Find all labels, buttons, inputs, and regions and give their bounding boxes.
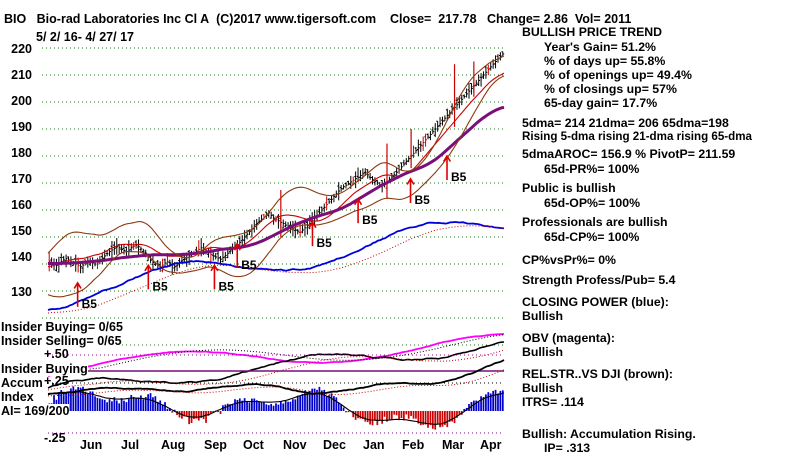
info-itrs: ITRS= .114 — [522, 395, 584, 409]
x-tick-nov: Nov — [283, 438, 307, 452]
x-tick-jun: Jun — [80, 438, 103, 452]
close-value: 217.78 — [438, 12, 477, 26]
x-tick-mar: Mar — [442, 438, 465, 452]
info-pct-closings-up: % of closings up= 57% — [544, 82, 677, 96]
volume-label: Vol= — [574, 12, 601, 26]
close-label: Close= — [390, 12, 432, 26]
y-tick-170: 170 — [11, 172, 32, 186]
info-relstr-value: Bullish — [522, 381, 563, 395]
info-aroc-pivot: 5dmaAROC= 156.9 % PivotP= 211.59 — [522, 147, 736, 161]
analysis-info-panel: BULLISH PRICE TREND Year's Gain= 51.2% %… — [522, 25, 800, 455]
y-tick-210: 210 — [11, 68, 32, 82]
svg-text:B5: B5 — [218, 279, 234, 293]
b5-buy-signal: B5 — [406, 177, 431, 207]
info-dma-values: 5dma= 214 21dma= 206 65dma=198 — [522, 116, 729, 130]
info-pct-openings-up: % of openings up= 49.4% — [544, 68, 692, 82]
svg-text:B5: B5 — [316, 236, 332, 250]
insider-selling-label: Insider Selling= 0/65 — [1, 334, 122, 348]
svg-text:B5: B5 — [362, 213, 378, 227]
y-tick-150: 150 — [11, 224, 32, 238]
x-tick-dec: Dec — [323, 438, 346, 452]
company-name: Bio-rad Laboratories Inc Cl A — [36, 12, 210, 26]
ai-reading: AI= 169/200 — [1, 404, 70, 418]
b5-buy-signal: B5 — [233, 242, 257, 272]
chart-header-line-1: BIO Bio-rad Laboratories Inc Cl A (C)201… — [4, 12, 631, 26]
info-closing-power-title: CLOSING POWER (blue): — [522, 295, 669, 309]
info-pro-sentiment: Professionals are bullish — [522, 215, 668, 229]
svg-text:B5: B5 — [152, 279, 168, 293]
plus-25-label: +.25 — [44, 374, 69, 388]
y-tick-160: 160 — [11, 198, 32, 212]
change-value: 2.86 — [543, 12, 568, 26]
x-tick-jul: Jul — [121, 438, 140, 452]
info-trend-title: BULLISH PRICE TREND — [522, 25, 663, 39]
b5-buy-signal: B5 — [144, 263, 168, 293]
svg-text:B5: B5 — [451, 170, 467, 184]
info-obv-title: OBV (magenta): — [522, 331, 615, 345]
x-tick-jan: Jan — [363, 438, 385, 452]
date-range: 5/ 2/ 16- 4/ 27/ 17 — [36, 30, 134, 44]
info-65d-op: 65d-OP%= 100% — [544, 196, 641, 210]
info-pct-days-up: % of days up= 55.8% — [544, 54, 666, 68]
y-tick-190: 190 — [11, 120, 32, 134]
minus-25-label: -.25 — [44, 431, 66, 445]
chart-canvas: B5 B5 B5 B5 B5 B5 B5 B5 — [42, 47, 505, 434]
b5-buy-signal: B5 — [442, 154, 467, 184]
info-rising-dma: Rising 5-dma rising 21-dma rising 65-dma — [522, 130, 753, 143]
volume-value: 2011 — [604, 12, 632, 26]
info-ip-value: IP= .313 — [544, 441, 591, 455]
insider-accum-line-1: Insider Buying — [1, 362, 88, 376]
price-chart[interactable]: B5 B5 B5 B5 B5 B5 B5 B5 — [36, 42, 506, 436]
info-strength-ratio: Strength Profess/Pub= 5.4 — [522, 273, 676, 287]
info-accum-note: Bullish: Accumulation Rising. — [522, 427, 696, 441]
x-tick-apr: Apr — [480, 438, 502, 452]
copyright-notice: (C)2017 www.tigersoft.com — [216, 12, 377, 26]
info-obv-value: Bullish — [522, 345, 563, 359]
x-tick-feb: Feb — [402, 438, 425, 452]
info-relstr-title: REL.STR..VS DJI (brown): — [522, 367, 673, 381]
info-closing-power-value: Bullish — [522, 309, 563, 323]
plus-50-label: +.50 — [44, 347, 69, 361]
ticker-symbol: BIO — [4, 12, 27, 26]
y-tick-130: 130 — [11, 285, 32, 299]
info-65d-pr: 65d-PR%= 100% — [544, 162, 640, 176]
info-65day-gain: 65-day gain= 17.7% — [544, 96, 658, 110]
y-tick-140: 140 — [11, 250, 32, 264]
info-public-sentiment: Public is bullish — [522, 181, 616, 195]
x-tick-sep: Sep — [204, 438, 227, 452]
b5-buy-signal: B5 — [73, 281, 98, 311]
info-years-gain: Year's Gain= 51.2% — [544, 40, 656, 54]
y-tick-180: 180 — [11, 146, 32, 160]
b5-buy-signal: B5 — [210, 263, 234, 293]
b5-buy-signal: B5 — [308, 220, 332, 250]
info-65d-cp: 65d-CP%= 100% — [544, 230, 640, 244]
svg-text:B5: B5 — [415, 193, 431, 207]
x-tick-aug: Aug — [161, 438, 186, 452]
x-tick-oct: Oct — [243, 438, 264, 452]
insider-accum-line-3: Index — [1, 390, 34, 404]
info-cp-vs-pr: CP%vsPr%= 0% — [522, 253, 616, 267]
svg-text:B5: B5 — [82, 297, 98, 311]
b5-buy-signal: B5 — [353, 197, 378, 227]
svg-text:B5: B5 — [241, 258, 257, 272]
insider-buying-label: Insider Buying= 0/65 — [1, 320, 123, 334]
change-label: Change= — [486, 12, 541, 26]
y-tick-200: 200 — [11, 94, 32, 108]
insider-accum-line-2: Accum — [1, 376, 43, 390]
y-tick-220: 220 — [11, 42, 32, 56]
